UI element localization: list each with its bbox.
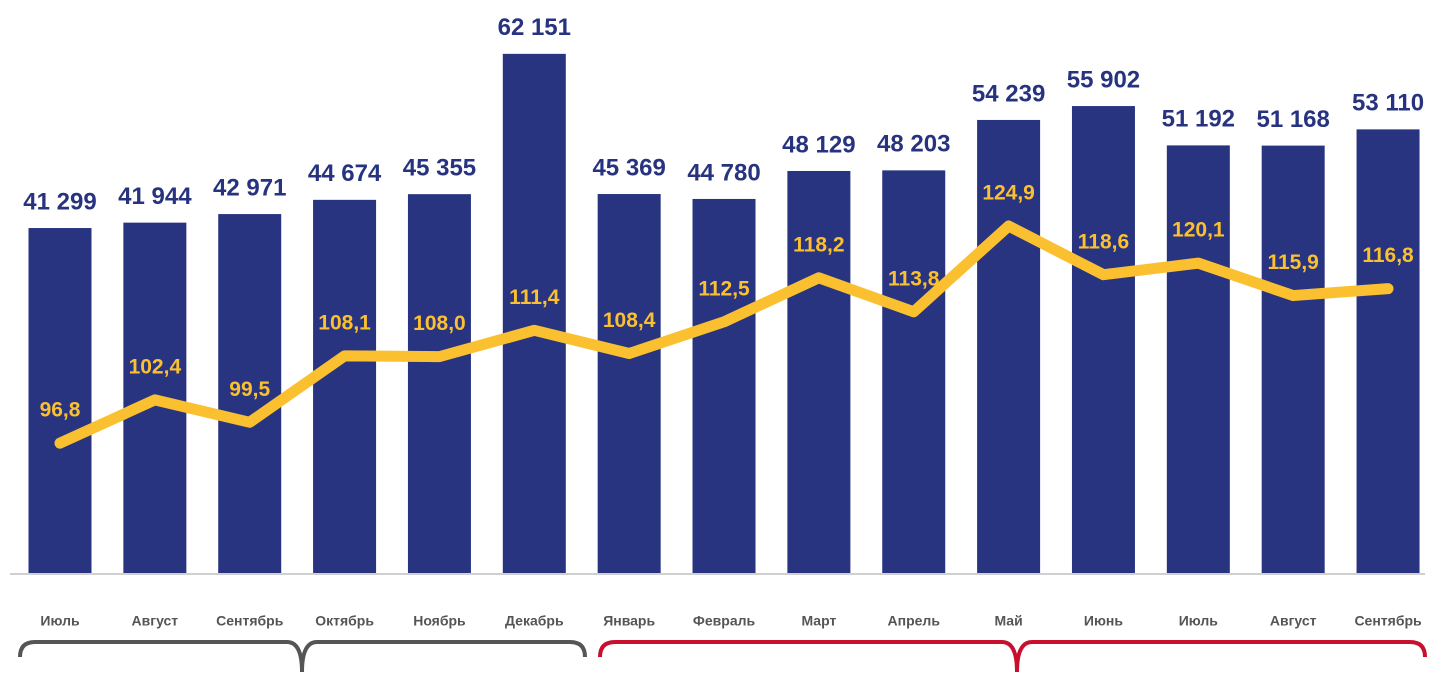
bar: [1166, 145, 1230, 573]
line-value-label: 116,8: [1362, 244, 1414, 267]
bar-value-label: 54 239: [972, 80, 1045, 107]
line-value-label: 115,9: [1267, 251, 1318, 274]
line-value-label: 99,5: [229, 378, 270, 401]
x-tick-label: Март: [801, 613, 836, 629]
line-value-label: 118,2: [793, 233, 844, 256]
line-value-label: 102,4: [129, 355, 182, 378]
bar: [218, 214, 282, 573]
bar-value-label: 48 129: [782, 131, 855, 158]
bar: [502, 53, 566, 574]
line-value-label: 111,4: [509, 286, 560, 309]
line-value-label: 113,8: [888, 267, 940, 290]
bar: [1261, 145, 1325, 573]
x-tick-label: Апрель: [888, 613, 941, 629]
bar: [28, 228, 92, 574]
x-tick-label: Август: [132, 613, 179, 629]
line-value-label: 112,5: [698, 277, 750, 300]
bar: [597, 194, 661, 574]
bar-value-label: 41 944: [118, 183, 192, 210]
bar-value-label: 41 299: [23, 188, 96, 215]
bar: [977, 119, 1041, 573]
bar: [1071, 106, 1135, 573]
line-value-label: 108,4: [603, 309, 656, 332]
x-tick-label: Сентябрь: [1354, 613, 1422, 629]
bar-value-label: 62 151: [498, 14, 571, 41]
bar-value-label: 53 110: [1352, 90, 1424, 117]
x-tick-label: Август: [1270, 613, 1317, 629]
bar: [787, 170, 851, 573]
bar-value-label: 48 203: [877, 131, 950, 158]
bar: [882, 170, 946, 574]
x-tick-label: Июль: [40, 613, 80, 629]
x-tick-label: Май: [994, 613, 1022, 629]
period-brace: [18, 640, 587, 673]
bar: [407, 194, 471, 574]
bar-value-label: 51 192: [1162, 106, 1235, 133]
line-value-label: 118,6: [1078, 230, 1129, 253]
x-tick-label: Декабрь: [505, 613, 564, 629]
line-value-label: 108,0: [413, 312, 466, 335]
line-value-label: 108,1: [318, 311, 371, 334]
bar-value-label: 42 971: [213, 174, 286, 201]
bar-value-label: 44 780: [687, 159, 760, 186]
bar: [692, 198, 756, 573]
x-tick-label: Сентябрь: [216, 613, 284, 629]
bar-value-label: 55 902: [1067, 66, 1140, 93]
bar-value-label: 45 355: [403, 154, 476, 181]
line-value-label: 120,1: [1172, 219, 1225, 242]
bar-value-label: 51 168: [1256, 106, 1329, 133]
x-tick-label: Июнь: [1084, 613, 1123, 629]
x-tick-label: Ноябрь: [413, 613, 466, 629]
period-brace: [598, 640, 1427, 673]
line: [54, 220, 1394, 449]
bar-value-label: 45 369: [592, 154, 665, 181]
bar: [1356, 129, 1420, 573]
bar-value-label: 44 674: [308, 160, 382, 187]
line-value-label: 124,9: [982, 182, 1035, 205]
x-tick-label: Июль: [1179, 613, 1219, 629]
line-value-label: 96,8: [40, 399, 81, 422]
x-tick-label: Октябрь: [315, 613, 374, 629]
x-tick-label: Февраль: [693, 613, 756, 629]
x-tick-label: Январь: [603, 613, 655, 629]
bar: [313, 199, 377, 573]
